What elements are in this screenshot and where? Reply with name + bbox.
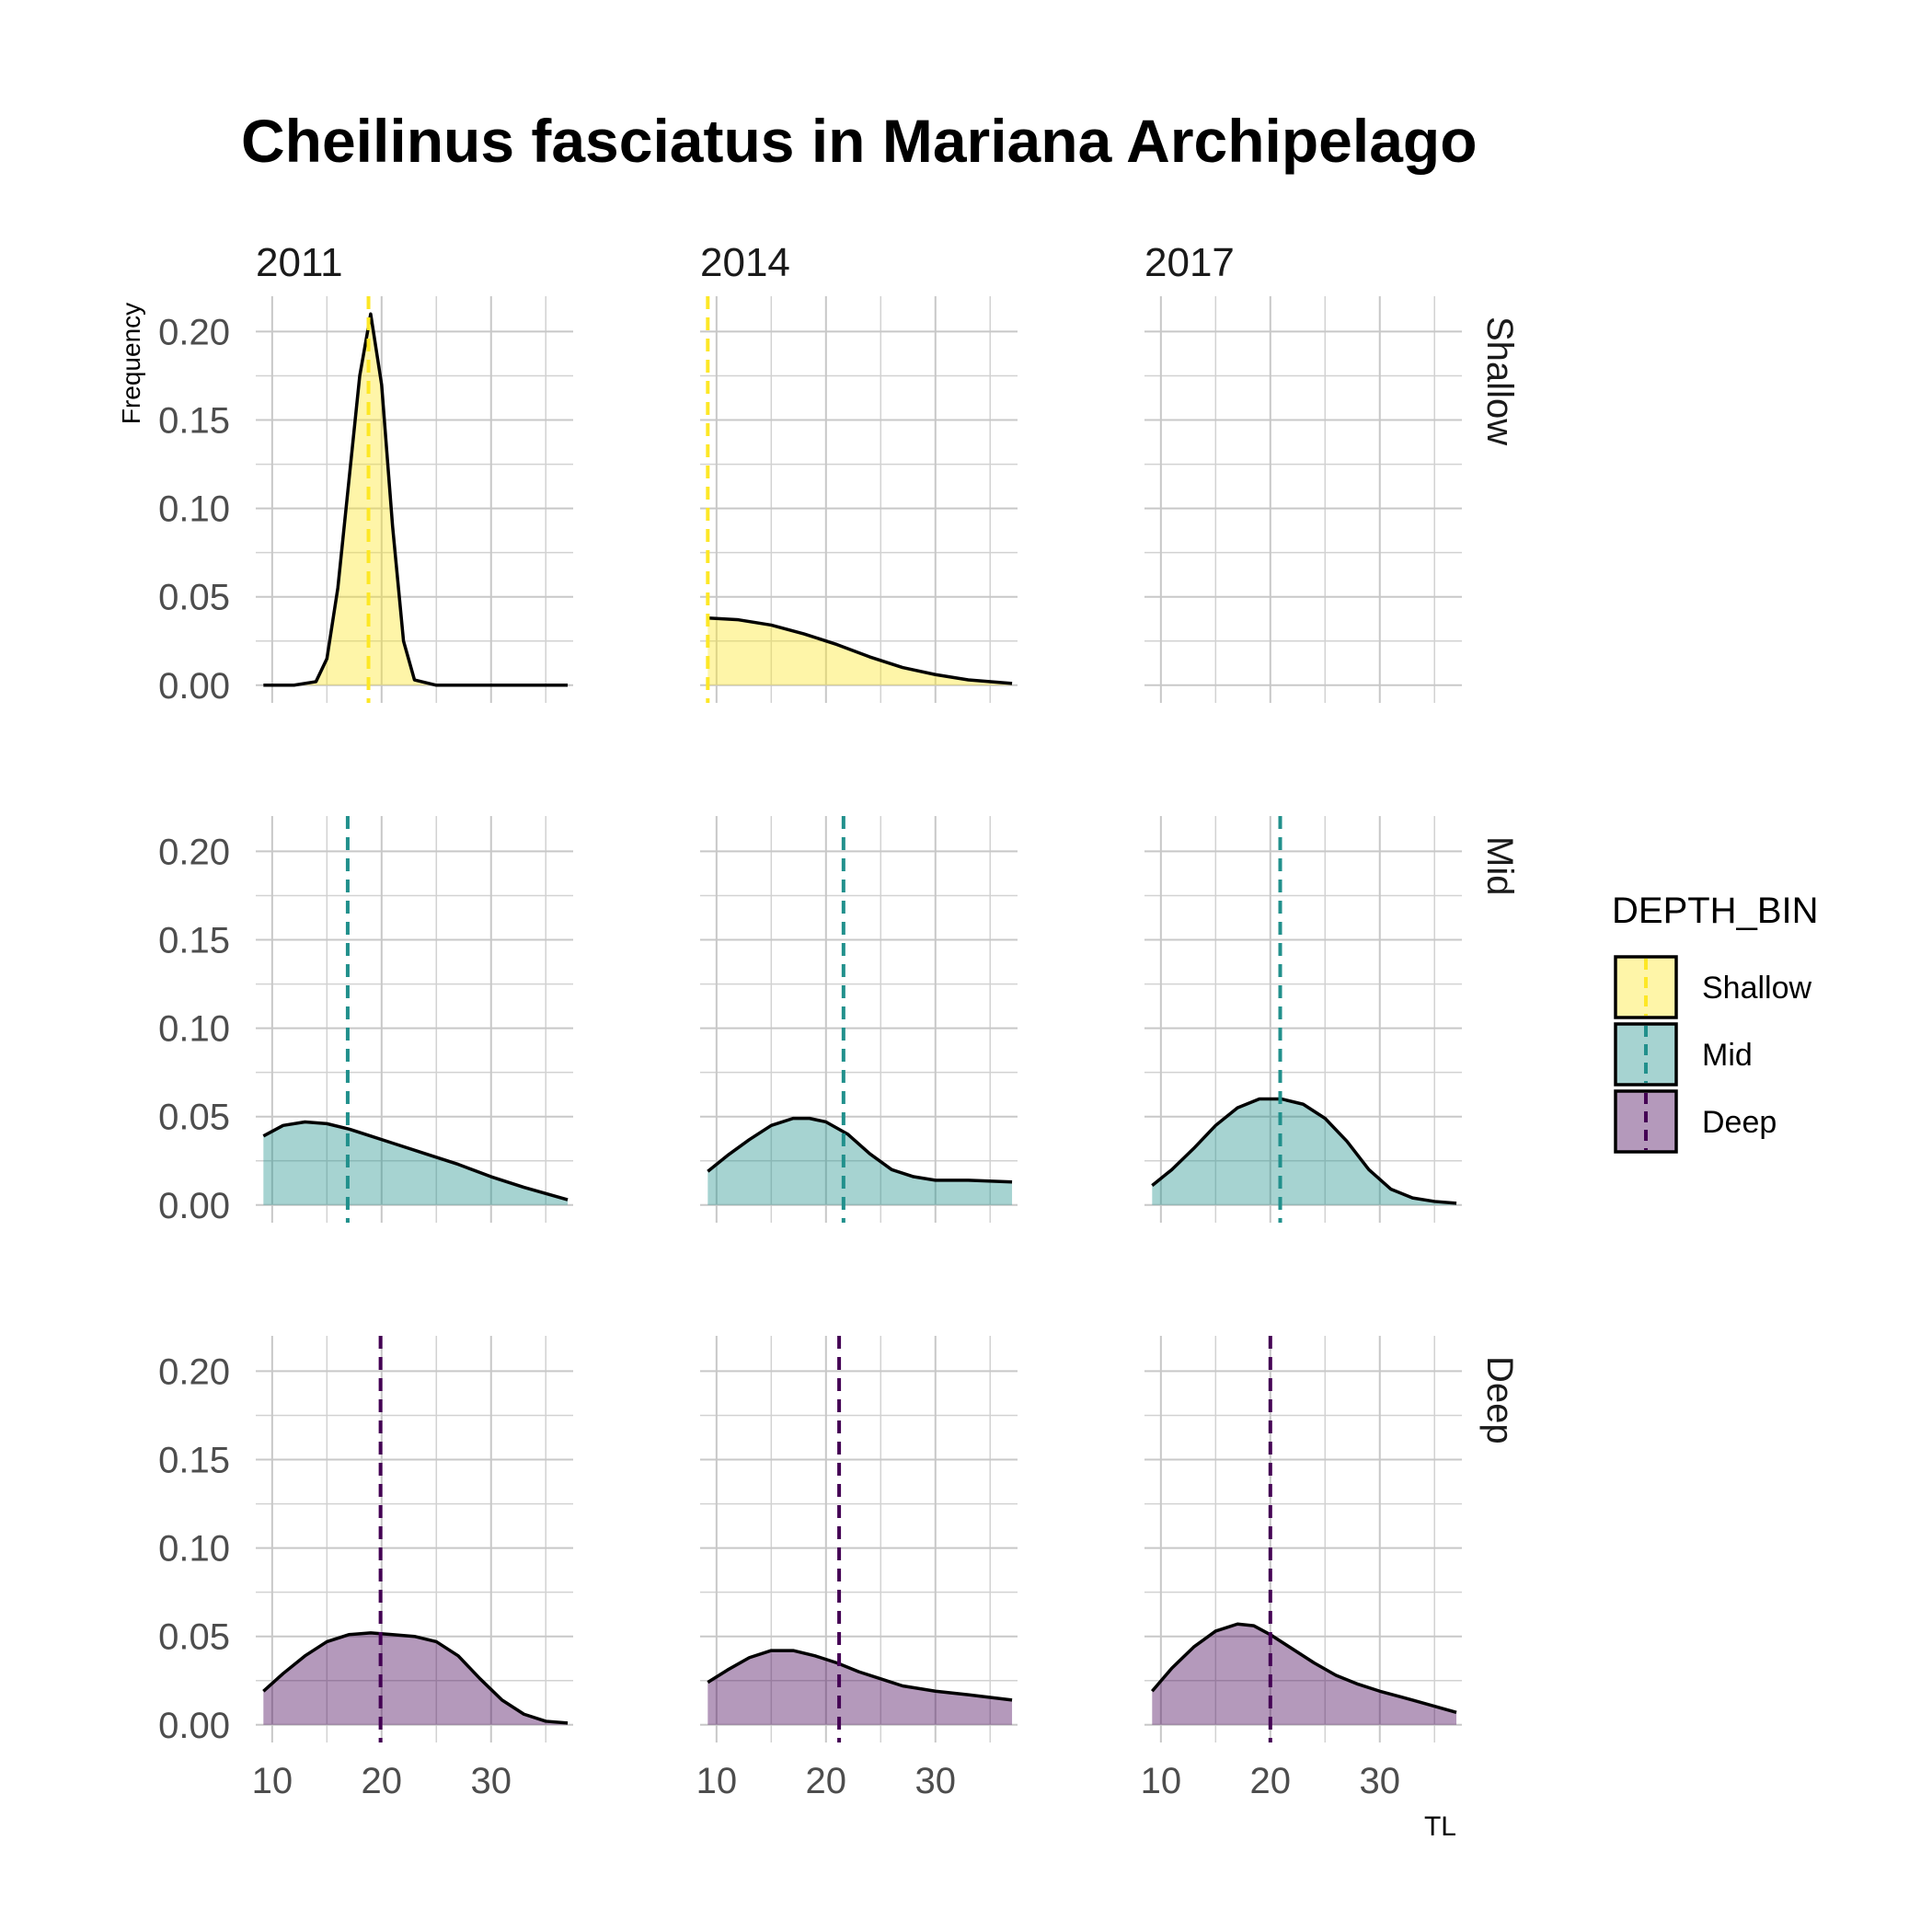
legend-label: Mid [1702,1038,1753,1073]
facet-row-label: Mid [1479,836,1520,895]
density-area [707,1118,1013,1205]
density-area [263,1121,569,1205]
legend-entries: Shallow Mid Deep [1614,955,1812,1154]
legend: DEPTH_BIN Shallow Mid Deep [1612,891,1819,1154]
density-area [1152,1624,1457,1725]
facet-column-label: 2011 [256,240,343,285]
y-tick-label: 0.10 [158,489,230,530]
y-axis-label: Frequency [117,303,145,424]
density-line [707,1649,1013,1702]
density-area [263,1632,569,1725]
legend-key [1614,1089,1678,1154]
facet-row-label: Shallow [1479,316,1520,445]
x-axis-label: TL [1424,1811,1456,1842]
panel-shallow-2014 [700,296,1018,703]
panel-deep-2014: 10 20 30 [696,1336,1018,1801]
panel-deep-2017: 10 20 30 [1141,1336,1462,1801]
density-line [707,1116,1013,1184]
y-tick-label: 0.05 [158,1617,230,1658]
facet-panels: 0.00 0.05 0.10 0.15 0.20 0.00 0.05 0.10 0.15 0.20… [158,240,1520,1801]
x-tick-label: 20 [362,1761,403,1801]
density-area [707,617,1013,685]
y-tick-label: 0.15 [158,401,230,442]
panel-deep-2011: 0.00 0.05 0.10 0.15 0.20 10 20 30 [158,1336,573,1801]
facet-row-label: Deep [1479,1356,1520,1444]
y-tick-label: 0.20 [158,312,230,352]
x-tick-label: 10 [696,1761,738,1801]
x-tick-label: 20 [1250,1761,1292,1801]
panel-mid-2014 [700,816,1018,1223]
y-tick-label: 0.15 [158,1441,230,1481]
x-tick-label: 10 [252,1761,293,1801]
y-tick-label: 0.05 [158,578,230,618]
x-tick-label: 10 [1141,1761,1182,1801]
facet-column-label: 2014 [700,240,790,285]
chart-title: Cheilinus fasciatus in Mariana Archipela… [241,107,1478,175]
y-tick-label: 0.00 [158,1706,230,1746]
x-tick-label: 20 [806,1761,847,1801]
panel-mid-2011: 0.00 0.05 0.10 0.15 0.20 [158,816,573,1226]
legend-label: Deep [1702,1105,1777,1140]
density-line [707,616,1013,685]
x-tick-label: 30 [1360,1761,1401,1801]
y-tick-label: 0.20 [158,832,230,872]
density-line [262,1120,569,1202]
y-tick-label: 0.10 [158,1009,230,1050]
x-tick-label: 30 [915,1761,957,1801]
density-line [1151,1622,1457,1715]
density-area [1152,1098,1457,1205]
legend-title: DEPTH_BIN [1612,891,1819,931]
y-tick-label: 0.20 [158,1351,230,1392]
legend-item-mid: Mid [1614,1022,1753,1087]
density-line [263,312,569,687]
y-tick-label: 0.05 [158,1098,230,1138]
legend-label: Shallow [1702,971,1812,1006]
density-area [707,1650,1013,1725]
panel-shallow-2011: 0.00 0.05 0.10 0.15 0.20 [158,296,573,707]
y-tick-label: 0.00 [158,1186,230,1226]
y-tick-label: 0.00 [158,666,230,707]
density-area [263,314,569,685]
facet-column-label: 2017 [1144,240,1235,285]
x-tick-label: 30 [471,1761,512,1801]
y-tick-label: 0.15 [158,921,230,961]
panel-shallow-2017 [1144,296,1462,703]
panel-mid-2017 [1144,816,1462,1223]
y-tick-label: 0.10 [158,1529,230,1570]
legend-item-shallow: Shallow [1614,955,1812,1019]
density-line [1151,1097,1457,1205]
density-line [262,1631,569,1725]
legend-item-deep: Deep [1614,1089,1777,1154]
